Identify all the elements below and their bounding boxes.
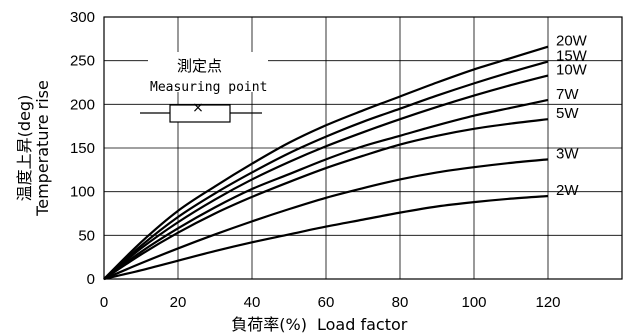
- x-tick-label: 40: [244, 294, 261, 311]
- x-axis-ticks: 0 20 40 60 80 100 120: [100, 294, 561, 311]
- series-label-7w: 7W: [556, 86, 579, 103]
- x-tick-label: 100: [461, 294, 486, 311]
- y-tick-label: 100: [70, 184, 95, 201]
- series-line-7w: [103, 98, 549, 280]
- series-line-2w: [103, 194, 549, 281]
- x-tick-label: 80: [392, 294, 409, 311]
- series-line-15w: [103, 60, 549, 280]
- y-tick-label: 300: [70, 9, 95, 26]
- x-axis-title-jp: 負荷率(%): [231, 315, 307, 333]
- measuring-point-annotation: 測定点 Measuring point ×: [140, 52, 268, 123]
- series-line-10w: [103, 74, 549, 280]
- series-label-20w: 20W: [556, 33, 588, 50]
- x-tick-label: 120: [535, 294, 560, 311]
- label-background: [148, 52, 268, 92]
- series-label-15w: 15W: [556, 48, 588, 65]
- x-tick-label: 20: [170, 294, 187, 311]
- series-label-5w: 5W: [556, 105, 579, 122]
- y-axis-title: 温度上昇(deg) Temperature rise: [15, 80, 52, 217]
- series-label-2w: 2W: [556, 182, 579, 199]
- x-axis-title-en: Load factor: [317, 315, 408, 333]
- measuring-point-label-jp: 測定点: [177, 57, 222, 75]
- x-tick-label: 60: [318, 294, 335, 311]
- y-tick-label: 0: [87, 271, 95, 288]
- y-tick-label: 150: [70, 140, 95, 157]
- series-lines: [103, 45, 549, 281]
- series-line-5w: [103, 118, 549, 280]
- y-tick-label: 50: [78, 227, 95, 244]
- series-line-3w: [103, 158, 549, 281]
- y-axis-title-jp: 温度上昇(deg): [15, 95, 34, 202]
- grid: [104, 17, 622, 279]
- y-tick-label: 200: [70, 96, 95, 113]
- y-tick-label: 250: [70, 53, 95, 70]
- series-line-20w: [103, 45, 549, 280]
- y-axis-title-en: Temperature rise: [33, 80, 52, 217]
- measuring-point-label-en: Measuring point: [150, 80, 267, 95]
- measuring-point-marker: ×: [192, 100, 204, 116]
- y-axis-ticks: 0 50 100 150 200 250 300: [70, 9, 95, 288]
- series-label-10w: 10W: [556, 62, 588, 79]
- series-label-3w: 3W: [556, 145, 579, 162]
- x-tick-label: 0: [100, 294, 108, 311]
